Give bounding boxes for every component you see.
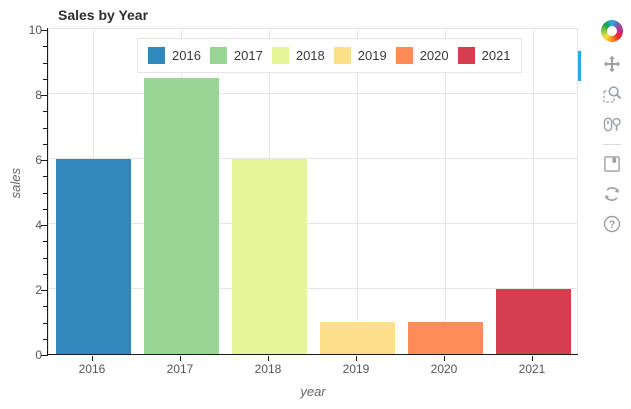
y-major-tick xyxy=(41,160,47,161)
y-minor-tick xyxy=(43,192,47,194)
legend-label: 2018 xyxy=(295,48,325,63)
legend: 2016 2017 2018 2019 2020 2021 xyxy=(137,38,522,73)
save-tool-button[interactable] xyxy=(598,150,626,178)
y-minor-tick xyxy=(43,322,47,324)
box-zoom-icon xyxy=(603,86,621,103)
legend-label: 2016 xyxy=(172,48,201,63)
plot-area[interactable] xyxy=(48,28,578,355)
legend-entry: 2020 xyxy=(395,47,449,64)
vertical-gridline xyxy=(445,29,446,354)
help-icon: ? xyxy=(603,215,621,233)
legend-swatch xyxy=(395,47,413,64)
plot-title: Sales by Year xyxy=(58,7,149,23)
x-major-tick xyxy=(444,356,445,361)
y-tick-label: 0 xyxy=(35,348,42,362)
box-zoom-tool-button[interactable] xyxy=(598,80,626,108)
x-major-tick xyxy=(356,356,357,361)
legend-label: 2019 xyxy=(357,48,387,63)
x-tick-label: 2019 xyxy=(342,362,370,376)
x-tick-label: 2017 xyxy=(166,362,194,376)
horizontal-gridline xyxy=(49,28,577,29)
save-icon xyxy=(604,156,620,172)
y-tick-label: 4 xyxy=(35,218,42,232)
legend-label: 2020 xyxy=(419,48,449,63)
y-tick-label: 8 xyxy=(35,88,42,102)
y-tick-label: 2 xyxy=(35,283,42,297)
y-minor-tick xyxy=(43,241,47,243)
y-major-tick xyxy=(41,225,47,226)
y-minor-tick xyxy=(43,111,47,113)
y-major-tick xyxy=(41,355,47,356)
horizontal-gridline xyxy=(49,288,577,289)
x-major-tick xyxy=(92,356,93,361)
legend-swatch xyxy=(333,47,351,64)
wheel-zoom-icon xyxy=(603,117,621,132)
bar-2020 xyxy=(407,321,483,354)
bar-2019 xyxy=(319,321,395,354)
x-tick-label: 2018 xyxy=(254,362,282,376)
y-minor-tick xyxy=(43,62,47,64)
y-minor-tick xyxy=(43,176,47,178)
y-minor-tick xyxy=(43,143,47,145)
x-major-tick xyxy=(268,356,269,361)
y-axis-label: sales xyxy=(8,168,23,199)
x-tick-label: 2020 xyxy=(430,362,458,376)
y-minor-tick xyxy=(43,306,47,308)
legend-entry: 2019 xyxy=(333,47,387,64)
y-minor-tick xyxy=(43,127,47,129)
bar-2018 xyxy=(231,159,307,354)
legend-swatch xyxy=(457,47,475,64)
bar-2016 xyxy=(55,159,131,354)
y-minor-tick xyxy=(43,273,47,275)
bokeh-logo[interactable] xyxy=(601,20,623,42)
horizontal-gridline xyxy=(49,223,577,224)
y-minor-tick xyxy=(43,257,47,259)
toolbar-divider xyxy=(603,144,621,145)
reset-tool-button[interactable] xyxy=(598,180,626,208)
x-tick-label: 2016 xyxy=(78,362,106,376)
active-tool-indicator xyxy=(578,51,581,81)
y-minor-tick xyxy=(43,46,47,48)
bar-2021 xyxy=(495,289,571,354)
y-axis-line xyxy=(47,28,48,356)
y-tick-label: 6 xyxy=(35,153,42,167)
y-major-tick xyxy=(41,95,47,96)
horizontal-gridline xyxy=(49,158,577,159)
y-minor-tick xyxy=(43,78,47,80)
legend-label: 2021 xyxy=(481,48,511,63)
bar-2017 xyxy=(143,77,219,354)
legend-entry: 2016 xyxy=(148,47,201,64)
x-tick-label: 2021 xyxy=(518,362,546,376)
vertical-gridline xyxy=(533,29,534,354)
legend-entry: 2018 xyxy=(271,47,325,64)
help-tool-button[interactable]: ? xyxy=(598,210,626,238)
y-minor-tick xyxy=(43,338,47,340)
x-major-tick xyxy=(180,356,181,361)
toolbar: ? xyxy=(596,20,628,240)
pan-tool-button[interactable] xyxy=(598,50,626,78)
y-minor-tick xyxy=(43,208,47,210)
y-major-tick xyxy=(41,290,47,291)
legend-label: 2017 xyxy=(233,48,263,63)
legend-swatch xyxy=(209,47,227,64)
x-major-tick xyxy=(532,356,533,361)
horizontal-gridline xyxy=(49,93,577,94)
pan-icon xyxy=(603,55,621,73)
legend-entry: 2021 xyxy=(457,47,511,64)
svg-text:?: ? xyxy=(609,219,616,231)
legend-swatch xyxy=(148,47,165,64)
legend-entry: 2017 xyxy=(209,47,263,64)
y-major-tick xyxy=(41,30,47,31)
x-axis-line xyxy=(47,354,578,355)
reset-icon xyxy=(605,187,619,201)
y-tick-label: 10 xyxy=(28,23,42,37)
vertical-gridline xyxy=(357,29,358,354)
legend-swatch xyxy=(271,47,289,64)
wheel-zoom-tool-button[interactable] xyxy=(598,110,626,138)
x-axis-label: year xyxy=(300,384,326,399)
